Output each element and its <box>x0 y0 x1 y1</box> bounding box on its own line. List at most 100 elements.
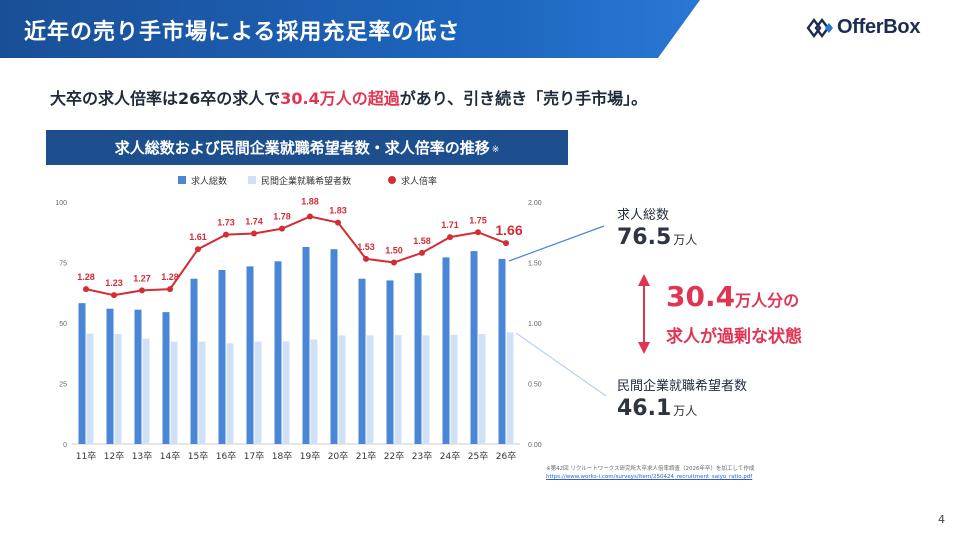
ratio-point <box>111 292 117 299</box>
legend-label: 求人総数 <box>191 175 227 187</box>
bar-total <box>498 258 506 444</box>
bar-total <box>106 308 114 444</box>
logo-text: OfferBox <box>837 16 921 38</box>
chart-title-text: 求人総数および民間企業就職希望者数・求人倍率の推移 <box>114 139 490 157</box>
bar-total <box>134 309 142 444</box>
ratio-point <box>503 240 509 247</box>
x-axis-tick: 15卒 <box>188 450 208 462</box>
ratio-point <box>475 229 481 236</box>
lead-after: があり、引き続き「売り手市場」。 <box>399 89 648 108</box>
bar-total <box>162 312 170 444</box>
arrow-down-icon <box>638 342 650 354</box>
ratio-point <box>391 259 397 266</box>
legend-swatch <box>248 176 256 184</box>
header-bar <box>0 0 700 58</box>
ratio-data-label: 1.83 <box>329 206 347 216</box>
bar-total <box>386 280 394 444</box>
left-axis-tick: 0 <box>63 442 67 449</box>
surplus-unit: 万人分の <box>735 291 800 310</box>
bar-total <box>414 273 422 444</box>
bar-applicants <box>394 335 402 444</box>
source-link[interactable]: https://www.works-i.com/surveys/item/250… <box>546 474 753 480</box>
ratio-point <box>447 234 453 241</box>
bar-applicants <box>226 343 234 444</box>
ratio-point <box>251 230 257 237</box>
header: 近年の売り手市場による採用充足率の低さ OfferBox <box>0 0 960 58</box>
x-axis-tick: 20卒 <box>328 450 348 462</box>
offerbox-logo: OfferBox <box>806 16 920 39</box>
lead-before: 大卒の求人倍率は26卒の求人で <box>50 89 281 108</box>
ratio-point <box>307 213 313 220</box>
bar-applicants <box>478 333 486 444</box>
x-axis-tick: 13卒 <box>132 450 152 462</box>
ratio-data-label: 1.78 <box>273 212 291 222</box>
ratio-data-label: 1.28 <box>161 272 179 282</box>
ratio-point <box>279 225 285 232</box>
bar-applicants <box>198 341 206 444</box>
x-axis-tick: 12卒 <box>104 450 124 462</box>
ratio-data-label: 1.66 <box>495 222 522 238</box>
ratio-data-label: 1.61 <box>189 232 207 242</box>
ratio-point <box>195 246 201 253</box>
bar-total <box>442 257 450 444</box>
total-unit: 万人 <box>673 233 698 247</box>
bar-total <box>330 249 338 444</box>
legend-label: 民間企業就職希望者数 <box>261 175 351 187</box>
x-axis-tick: 22卒 <box>384 450 404 462</box>
right-axis-tick: 0.00 <box>528 442 542 449</box>
left-axis-tick: 75 <box>59 261 67 268</box>
bar-total <box>470 251 478 444</box>
ratio-point <box>223 231 229 238</box>
surplus-headline: 30.4万人分の <box>666 280 799 313</box>
bar-total <box>78 303 86 444</box>
ratio-line <box>85 215 507 297</box>
ratio-data-label: 1.88 <box>301 197 319 207</box>
surplus-value: 30.4 <box>666 280 736 313</box>
total-value: 76.5 <box>617 225 672 250</box>
total-connector-line <box>508 225 605 262</box>
x-axis-tick: 23卒 <box>412 450 432 462</box>
ratio-point <box>83 286 89 293</box>
total-label: 求人総数 <box>617 208 670 223</box>
legend-label: 求人倍率 <box>401 175 437 187</box>
x-axis-tick: 16卒 <box>216 450 236 462</box>
ratio-point <box>419 249 425 256</box>
bar-applicants <box>282 341 290 444</box>
ratio-point <box>335 219 341 226</box>
ratio-data-label: 1.53 <box>357 242 375 252</box>
legend-swatch <box>388 176 396 184</box>
bar-total <box>218 270 226 444</box>
chart-title-note: ※ <box>491 144 500 155</box>
legend-swatch <box>178 176 186 184</box>
bar-applicants <box>142 338 150 444</box>
ratio-data-label: 1.50 <box>385 246 403 256</box>
right-axis-tick: 0.50 <box>528 382 542 389</box>
x-axis-tick: 26卒 <box>496 450 516 462</box>
left-axis-tick: 25 <box>59 382 67 389</box>
x-axis-tick: 18卒 <box>272 450 292 462</box>
applicants-connector-line <box>515 332 607 397</box>
applicants-label: 民間企業就職希望者数 <box>617 379 748 394</box>
applicants-unit: 万人 <box>673 404 698 418</box>
bar-applicants <box>254 341 262 444</box>
page-title: 近年の売り手市場による採用充足率の低さ <box>24 20 461 45</box>
left-axis-tick: 100 <box>55 200 67 207</box>
bar-total <box>302 247 310 444</box>
bar-applicants <box>170 341 178 444</box>
bar-applicants <box>338 335 346 444</box>
x-axis-tick: 24卒 <box>440 450 460 462</box>
ratio-point <box>167 286 173 293</box>
logo-mark-icon <box>806 17 833 38</box>
bar-applicants <box>506 332 514 444</box>
lead-text: 大卒の求人倍率は26卒の求人で30.4万人の超過があり、引き続き「売り手市場」。 <box>50 85 647 109</box>
source-note: ※第42回 リクルートワークス研究所大卒求人倍率調査（2026年卒）を加工して作… <box>546 465 754 481</box>
bar-applicants <box>422 335 430 444</box>
bar-total <box>274 261 282 444</box>
left-axis-tick: 50 <box>59 321 67 328</box>
right-axis-tick: 1.00 <box>528 321 542 328</box>
x-axis-tick: 21卒 <box>356 450 376 462</box>
ratio-point <box>363 255 369 262</box>
bar-applicants <box>310 339 318 444</box>
ratio-point <box>139 287 145 294</box>
ratio-data-label: 1.73 <box>217 218 235 228</box>
